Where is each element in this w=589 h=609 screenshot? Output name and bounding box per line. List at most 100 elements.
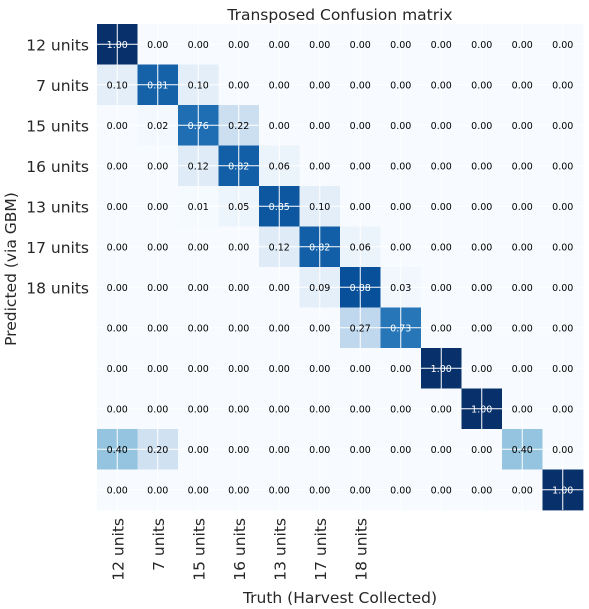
y-tick-label: 7 units: [36, 77, 89, 95]
x-tick-label: 7 units: [150, 518, 168, 571]
cell-value-label: 0.00: [431, 202, 452, 213]
cell-value-label: 0.00: [552, 283, 573, 294]
x-tick-label: 15 units: [190, 518, 208, 581]
cell-value-label: 0.01: [188, 202, 209, 213]
cell-value-label: 0.05: [228, 202, 249, 213]
cell-value-label: 0.27: [350, 323, 371, 334]
cell-value-label: 0.00: [471, 161, 492, 172]
cell-value-label: 0.00: [390, 364, 411, 375]
cell-value-label: 0.00: [147, 283, 168, 294]
cell-value-label: 0.03: [390, 283, 411, 294]
cell-value-label: 0.02: [147, 121, 168, 132]
cell-value-label: 0.00: [512, 404, 533, 415]
cell-value-label: 0.00: [147, 485, 168, 496]
cell-value-label: 0.00: [350, 364, 371, 375]
cell-value-label: 0.00: [309, 40, 330, 51]
y-tick-labels: 12 units 7 units 15 units 16 units 13 units 1…: [26, 36, 89, 297]
cell-value-label: 0.10: [309, 202, 330, 213]
cell-value-label: 0.00: [512, 323, 533, 334]
cell-value-label: 0.00: [390, 161, 411, 172]
cell-value-label: 0.73: [390, 323, 411, 334]
cell-value-label: 0.00: [188, 364, 209, 375]
x-tick-label: 17 units: [312, 518, 330, 581]
cell-value-label: 0.00: [228, 445, 249, 456]
cell-value-label: 0.00: [390, 202, 411, 213]
cell-value-label: 0.00: [228, 485, 249, 496]
cell-value-label: 0.00: [390, 404, 411, 415]
cell-value-label: 0.85: [269, 202, 290, 213]
cell-value-label: 0.00: [350, 202, 371, 213]
cell-value-label: 0.00: [471, 323, 492, 334]
cell-value-label: 0.00: [269, 404, 290, 415]
cell-value-label: 0.00: [107, 242, 128, 253]
cell-value-label: 0.00: [309, 364, 330, 375]
cell-value-label: 0.00: [390, 80, 411, 91]
y-tick-label: 13 units: [26, 198, 89, 216]
cell-value-label: 0.00: [147, 40, 168, 51]
cell-value-label: 0.00: [309, 323, 330, 334]
cell-value-label: 0.00: [269, 80, 290, 91]
cell-value-label: 0.00: [552, 445, 573, 456]
x-tick-labels: 12 units 7 units 15 units 16 units 13 units 1…: [109, 518, 370, 581]
cell-value-label: 0.00: [471, 121, 492, 132]
heatmap-cells: [97, 24, 584, 511]
cell-value-label: 0.00: [147, 242, 168, 253]
cell-value-label: 0.00: [269, 364, 290, 375]
cell-value-label: 0.00: [350, 161, 371, 172]
cell-value-label: 0.40: [107, 445, 128, 456]
cell-value-label: 0.00: [552, 404, 573, 415]
cell-value-label: 0.00: [269, 445, 290, 456]
cell-value-label: 0.00: [107, 485, 128, 496]
cell-value-label: 0.12: [269, 242, 290, 253]
cell-value-label: 0.00: [471, 40, 492, 51]
cell-value-label: 0.00: [552, 202, 573, 213]
cell-value-label: 0.00: [552, 161, 573, 172]
cell-value-label: 0.00: [147, 202, 168, 213]
cell-value-label: 0.00: [188, 283, 209, 294]
cell-value-label: 0.00: [512, 161, 533, 172]
cell-value-label: 0.00: [431, 323, 452, 334]
cell-value-label: 0.00: [431, 445, 452, 456]
cell-value-label: 0.00: [471, 445, 492, 456]
cell-value-label: 0.00: [269, 121, 290, 132]
cell-value-labels: 1.00 0.00 0.00 0.00 0.00 0.00 0.00 0.00 0.00 0.00…: [107, 40, 574, 497]
cell-value-label: 0.00: [350, 485, 371, 496]
cell-value-label: 0.12: [188, 161, 209, 172]
cell-value-label: 0.06: [350, 242, 371, 253]
cell-value-label: 0.00: [269, 485, 290, 496]
cell-value-label: 0.00: [309, 121, 330, 132]
cell-value-label: 0.00: [188, 323, 209, 334]
cell-value-label: 0.00: [552, 121, 573, 132]
cell-value-label: 0.00: [471, 202, 492, 213]
x-axis-label: Truth (Harvest Collected): [242, 589, 437, 607]
cell-value-label: 0.00: [107, 121, 128, 132]
cell-value-label: 0.00: [552, 40, 573, 51]
cell-value-label: 0.00: [431, 485, 452, 496]
cell-value-label: 0.00: [107, 161, 128, 172]
cell-value-label: 0.00: [269, 323, 290, 334]
cell-value-label: 0.00: [309, 80, 330, 91]
cell-value-label: 0.00: [309, 404, 330, 415]
cell-value-label: 0.00: [147, 364, 168, 375]
cell-value-label: 0.00: [512, 283, 533, 294]
cell-value-label: 0.00: [107, 323, 128, 334]
y-tick-label: 18 units: [26, 279, 89, 297]
cell-value-label: 0.00: [512, 121, 533, 132]
cell-value-label: 0.00: [512, 202, 533, 213]
cell-value-label: 0.10: [107, 80, 128, 91]
cell-value-label: 0.00: [188, 40, 209, 51]
cell-value-label: 0.20: [147, 445, 168, 456]
x-tick-label: 12 units: [109, 518, 127, 581]
cell-value-label: 0.82: [228, 161, 249, 172]
cell-value-label: 0.00: [390, 121, 411, 132]
cell-value-label: 0.00: [431, 283, 452, 294]
x-tick-label: 16 units: [231, 518, 249, 581]
cell-value-label: 0.00: [390, 445, 411, 456]
cell-value-label: 0.00: [471, 364, 492, 375]
cell-value-label: 0.00: [512, 40, 533, 51]
cell-value-label: 0.00: [228, 323, 249, 334]
cell-value-label: 0.00: [228, 364, 249, 375]
x-tick-label: 18 units: [352, 518, 370, 581]
cell-value-label: 1.00: [552, 485, 573, 496]
cell-value-label: 0.00: [552, 80, 573, 91]
